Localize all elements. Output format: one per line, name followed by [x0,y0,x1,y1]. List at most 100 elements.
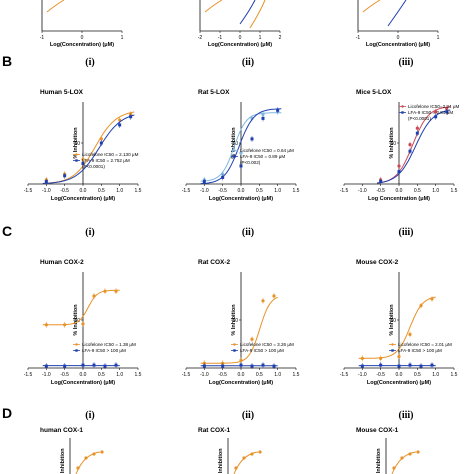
data-point-lfa-9 [360,364,364,368]
x-tick-label: 1 [121,35,124,41]
data-point-lfa-9 [419,364,423,368]
y-axis-label: % Inhibition [231,304,237,336]
legend-entry: LFA-9 IC50 > 100 μM [240,348,284,353]
data-point-lfa-9 [397,364,401,368]
series-curve-lfa-9 [200,108,282,185]
x-tick-label: 0.5 [256,372,263,378]
x-tick-label: -0.5 [60,372,69,378]
legend-entry: LFA-9 IC50 = 2.84 μM [408,110,453,115]
data-point-licofelone [81,157,85,161]
row-d-data-point [416,450,420,454]
x-tick-label: 1.0 [432,188,439,194]
data-point-licofelone [415,126,419,130]
x-tick-label: -1.0 [358,372,367,378]
row-a-curve [204,0,223,13]
x-tick-label: 0.0 [80,188,87,194]
legend-entry: LFA-9 IC50 > 100 μM [398,348,442,353]
data-point-lfa-9 [250,137,254,141]
row-a-curve [46,0,65,13]
x-tick-label: -1.0 [200,188,209,194]
legend-marker [75,343,78,346]
data-point-licofelone [360,356,364,360]
legend-entry: LFA-9 IC50 = 2.752 μM [82,158,130,163]
row-d-data-point [250,452,254,456]
data-point-licofelone [44,323,48,327]
data-point-lfa-9 [202,180,206,184]
row-a-curve-licofelone [249,0,266,29]
row-d-data-point [76,466,80,470]
panel-letter: B [2,53,12,69]
x-tick-label: 1.0 [116,372,123,378]
x-tick-label: -0.5 [218,188,227,194]
legend-entry: (P<0.0001) [408,116,431,121]
x-tick-label: 0.0 [238,372,245,378]
x-tick-label: -1 [40,35,45,41]
x-tick-label: 0.5 [98,372,105,378]
x-tick-label: -1.0 [42,372,51,378]
x-tick-label: 0.5 [256,188,263,194]
x-tick-label: -1.0 [200,372,209,378]
series-curve-licofelone [200,296,278,364]
legend-entry: Licofelone IC50 = 2.01 μM [398,342,452,347]
data-point-lfa-9 [434,115,438,119]
x-tick-label: 1 [437,35,440,41]
data-point-lfa-9 [261,116,265,120]
x-tick-label: -1.0 [42,188,51,194]
panel-roman-numeral: (iii) [399,227,414,238]
data-point-licofelone [445,106,449,111]
panel-letter: D [2,405,12,421]
x-axis-label: Log(Concentration) (μM) [209,380,273,386]
x-tick-label: 1.5 [451,188,458,194]
data-point-lfa-9 [276,108,280,112]
data-point-lfa-9 [250,364,254,368]
data-point-lfa-9 [397,170,401,174]
data-point-licofelone [419,304,423,308]
row-d-data-point [84,456,88,460]
x-tick-label: -1.5 [340,188,349,194]
legend-marker [75,159,78,162]
y-tick-label: 50 [74,318,80,324]
x-tick-label: 0.0 [396,372,403,378]
data-point-lfa-9 [202,364,206,368]
x-axis-label: Log(Concentration) (μM) [366,42,430,48]
data-point-licofelone [63,323,67,327]
data-point-lfa-9 [379,180,383,184]
panel-title: Mouse COX-2 [356,259,399,266]
panel-roman-numeral: (i) [85,57,94,68]
data-point-licofelone [239,151,243,155]
row-d-data-point [408,452,412,456]
legend-marker [75,349,78,352]
x-tick-label: 1.5 [135,188,142,194]
data-point-lfa-9 [239,164,243,168]
row-d-curve [233,451,259,474]
panel-title: Human COX-2 [40,259,84,266]
legend-marker [401,105,404,108]
y-axis-label: % Inhibition [73,127,79,159]
x-tick-label: -0.5 [218,372,227,378]
x-tick-label: 1.0 [432,372,439,378]
legend-marker [401,111,404,114]
x-tick-label: 0.0 [396,188,403,194]
x-axis-label: Log(Concentration) (μM) [209,196,273,202]
panel-title: Mouse COX-1 [356,427,399,434]
row-a-curve-lfa9 [387,0,407,27]
y-tick-label: 50 [232,318,238,324]
y-axis-label: % Inhibition [389,304,395,336]
data-point-licofelone [221,172,225,176]
row-d-data-point [400,456,404,460]
series-curve-licofelone [358,296,436,359]
legend-marker [233,343,236,346]
y-axis-label: % Inhibition [73,304,79,336]
panel-title: Mice 5-LOX [356,89,392,96]
series-curve-lfa-9 [376,109,451,184]
x-axis-label: Log(Concentration) (μM) [51,380,115,386]
legend-entry: Licofelone IC50 = 0.64 μM [240,148,294,153]
data-point-lfa-9 [221,175,225,179]
x-tick-label: 1.5 [451,372,458,378]
data-point-licofelone [430,297,434,301]
data-point-licofelone [92,294,96,298]
data-point-licofelone [103,289,107,293]
data-point-lfa-9 [129,115,133,119]
x-axis-label: Log(Concentration) (μM) [208,42,272,48]
legend-entry: LFA-9 IC50 = 0.89 μM [240,154,285,159]
